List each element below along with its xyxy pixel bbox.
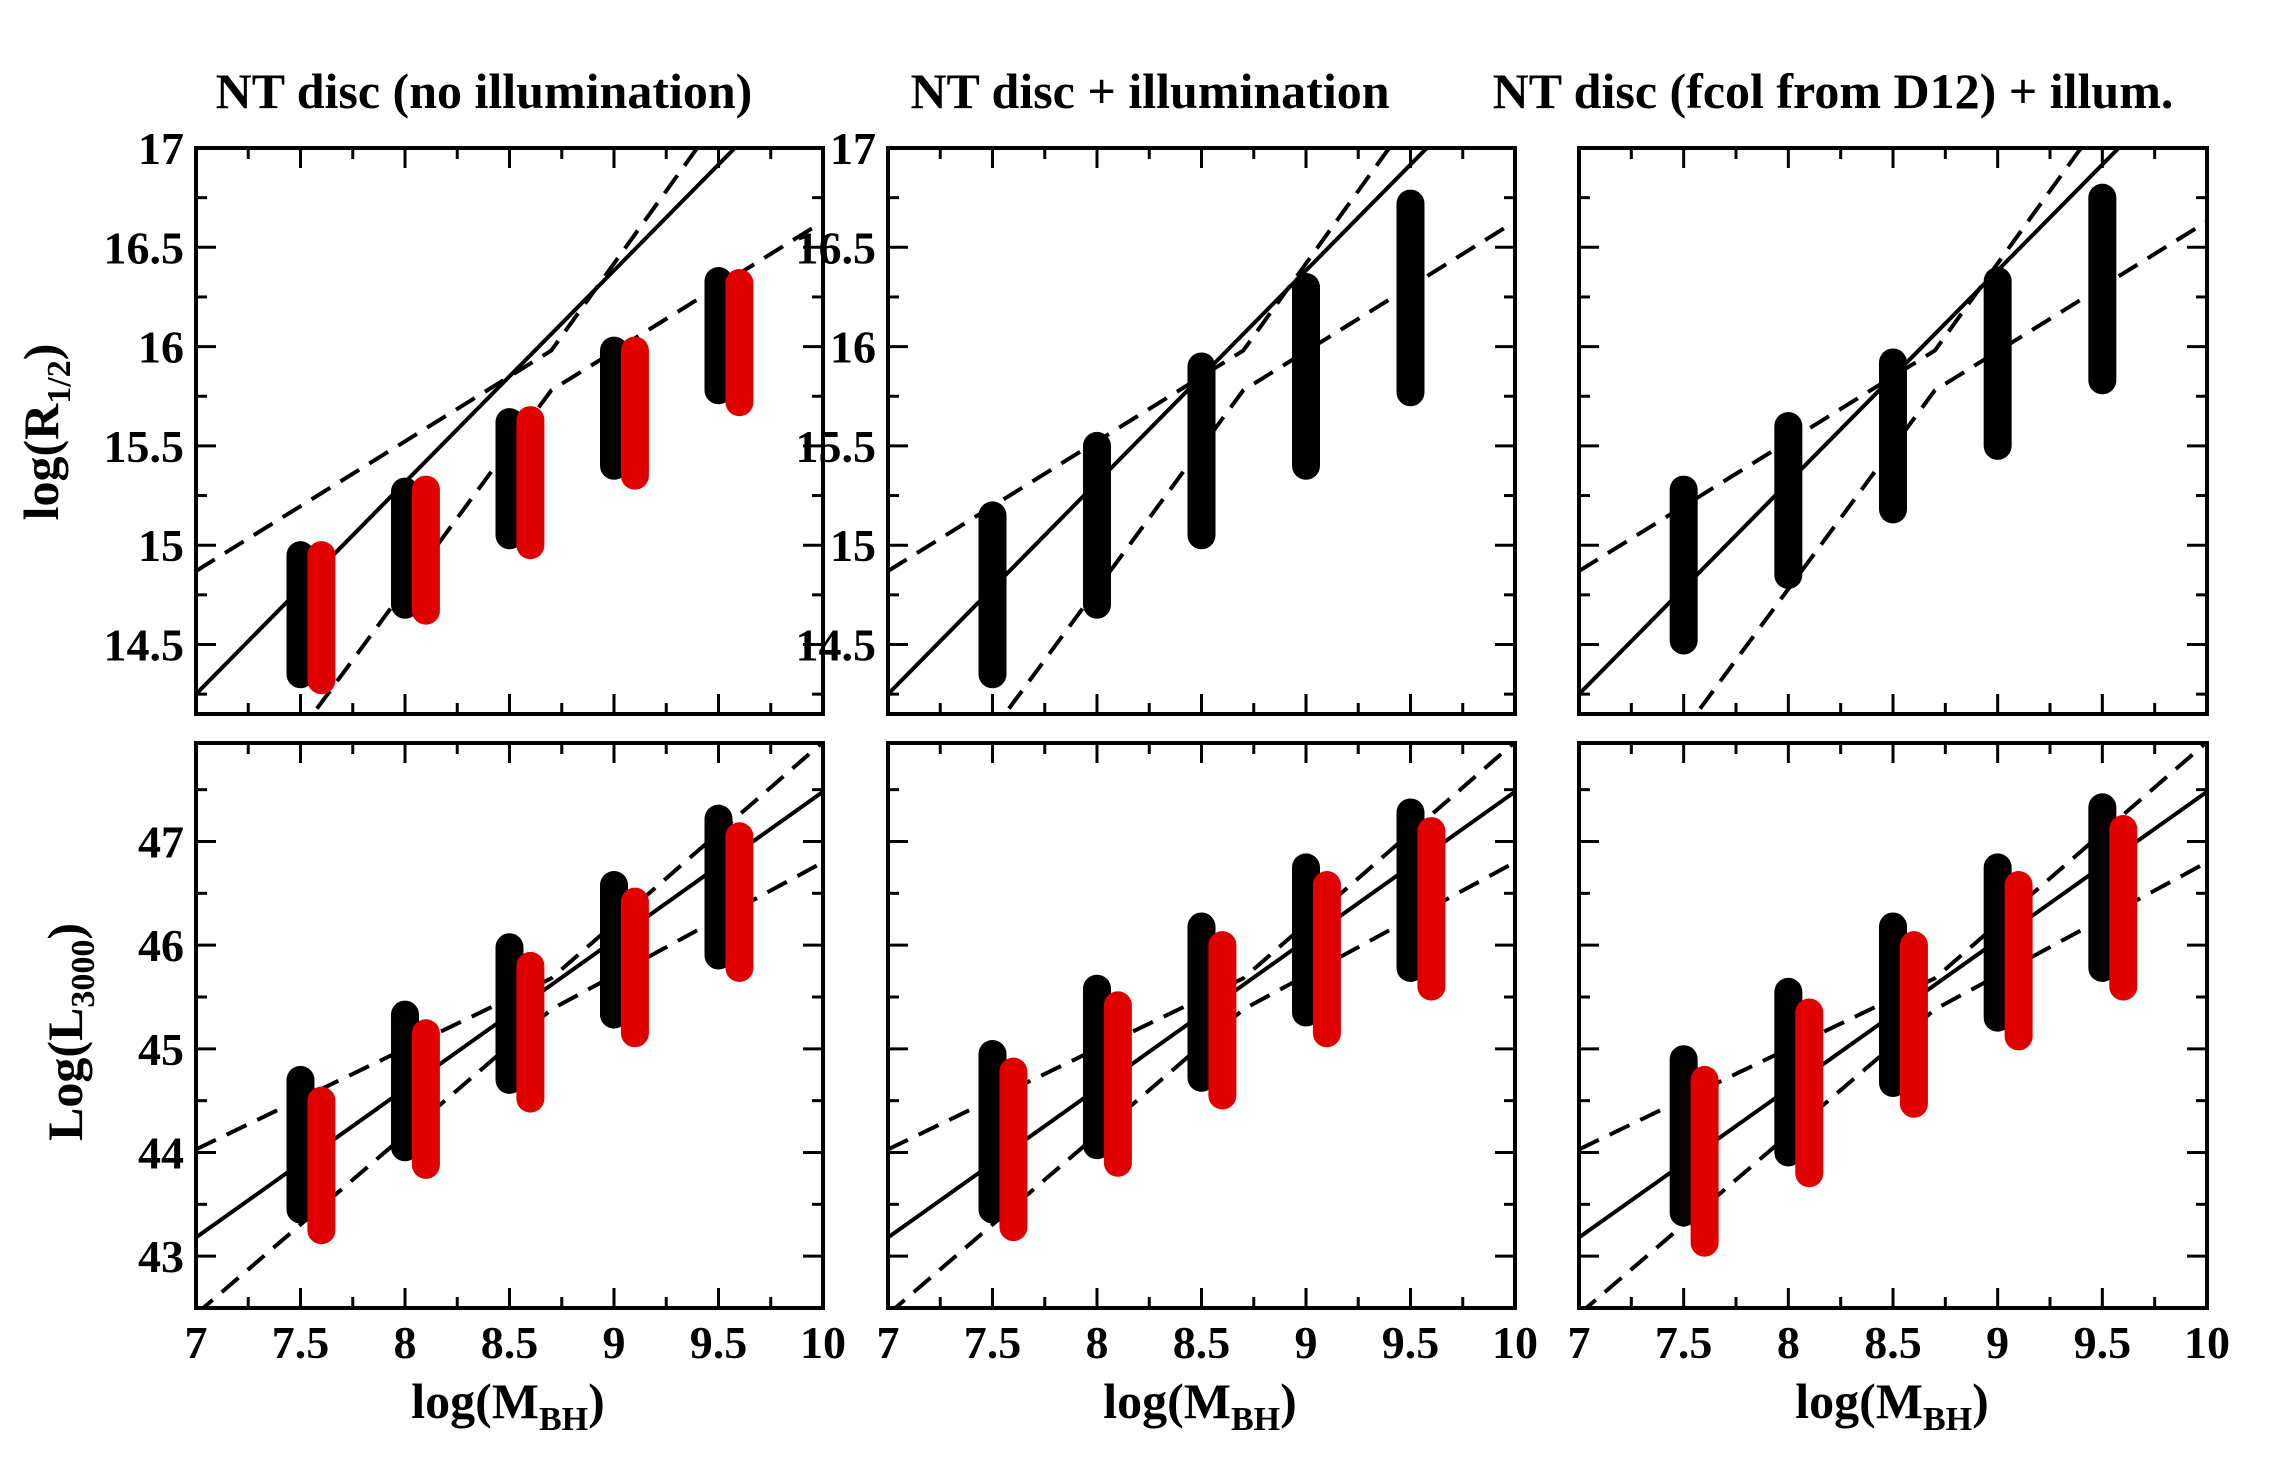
- x-tick-label: 7.5: [964, 1317, 1022, 1368]
- y-ticks: 14.5 15 15.5 16 16.5 17: [104, 123, 823, 696]
- x-tick-label: 9.5: [1382, 1317, 1440, 1368]
- y-ticks: [888, 788, 1515, 1310]
- y-tick-label: 44: [138, 1127, 184, 1178]
- x-ticks: [886, 148, 1517, 714]
- plot-area: [888, 148, 1515, 714]
- plot-area: [196, 148, 823, 714]
- y-tick-label: 47: [138, 816, 184, 867]
- column-title-1: NT disc (no illumination): [216, 63, 753, 119]
- x-tick-label: 7.5: [272, 1317, 330, 1368]
- y-tick-label: 16: [138, 322, 184, 373]
- x-tick-label: 8.5: [1864, 1317, 1922, 1368]
- x-tick-label: 9: [603, 1317, 626, 1368]
- x-tick-label: 8: [1086, 1317, 1109, 1368]
- x-ticks: [1577, 148, 2209, 714]
- plot-area: [1579, 743, 2207, 1308]
- column-title-2: NT disc + illumination: [910, 63, 1389, 119]
- y-tick-label: 17: [138, 123, 184, 174]
- panel-top-right: [1577, 146, 2209, 716]
- x-ticks: 7 7.5 8 8.5 9 9.5 10: [185, 743, 846, 1368]
- fit-band-upper: [1579, 743, 2207, 1152]
- x-tick-label: 9: [1986, 1317, 2009, 1368]
- y-ticks: [1579, 788, 2207, 1310]
- x-tick-label: 8: [394, 1317, 417, 1368]
- x-tick-label: 8.5: [481, 1317, 539, 1368]
- x-axis-labels: log(MBH) log(MBH) log(MBH): [411, 1373, 1989, 1438]
- column-title-3: NT disc (fcol from D12) + illum.: [1493, 63, 2174, 119]
- x-ticks: [194, 148, 825, 714]
- x-ticks: 7 7.5 8 8.5 9 9.5 10: [877, 743, 1538, 1368]
- panel-top-middle: 14.5 15 15.5 16 16.5 17: [796, 123, 1517, 716]
- y-tick-label: 15: [138, 520, 184, 571]
- panel-bottom-left: 7 7.5 8 8.5 9 9.5 10 43 44 45 46 47: [138, 741, 846, 1368]
- y-tick-label: 15.5: [104, 421, 185, 472]
- fit-band-lower: [310, 219, 823, 714]
- x-tick-label: 8: [1777, 1317, 1800, 1368]
- column-titles: NT disc (no illumination) NT disc + illu…: [216, 63, 2174, 119]
- x-tick-label: 7: [1568, 1317, 1591, 1368]
- y-tick-label: 16.5: [796, 222, 877, 273]
- x-tick-label: 10: [2184, 1317, 2230, 1368]
- x-tick-label: 8.5: [1173, 1317, 1231, 1368]
- fit-band-lower: [1002, 219, 1515, 714]
- y-tick-label: 16: [830, 322, 876, 373]
- y-ticks: [1579, 146, 2207, 696]
- x-tick-label: 9.5: [690, 1317, 748, 1368]
- y-tick-label: 16.5: [104, 222, 185, 273]
- x-tick-label: 7.5: [1655, 1317, 1713, 1368]
- y-tick-label: 14.5: [796, 619, 877, 670]
- y-tick-label: 45: [138, 1024, 184, 1075]
- fit-band-upper: [888, 743, 1515, 1152]
- panel-bottom-middle: 7 7.5 8 8.5 9 9.5 10: [877, 741, 1538, 1368]
- x-tick-label: 7: [877, 1317, 900, 1368]
- fit-band-upper: [196, 148, 700, 573]
- x-tick-label: 10: [1492, 1317, 1538, 1368]
- panel-bottom-right: 7 7.5 8 8.5 9 9.5 10: [1568, 741, 2230, 1368]
- fit-band-lower: [1693, 219, 2207, 714]
- plot-area: [888, 743, 1515, 1308]
- x-axis-label-2: log(MBH): [1103, 1373, 1297, 1438]
- y-axis-label-bottom: Log(L3000): [37, 923, 102, 1141]
- y-tick-label: 15: [830, 520, 876, 571]
- x-tick-label: 7: [185, 1317, 208, 1368]
- x-axis-label-3: log(MBH): [1795, 1373, 1989, 1438]
- plot-area: [196, 743, 823, 1308]
- y-tick-label: 43: [138, 1231, 184, 1282]
- y-axis-labels: log(R1/2) Log(L3000): [13, 344, 102, 1141]
- y-ticks: 43 44 45 46 47: [138, 788, 823, 1310]
- y-tick-label: 15.5: [796, 421, 877, 472]
- fit-band-upper: [196, 743, 823, 1152]
- x-tick-label: 9.5: [2074, 1317, 2132, 1368]
- x-tick-label: 9: [1295, 1317, 1318, 1368]
- y-tick-label: 17: [830, 123, 876, 174]
- y-tick-label: 14.5: [104, 619, 185, 670]
- x-axis-label-1: log(MBH): [411, 1373, 605, 1438]
- x-ticks: 7 7.5 8 8.5 9 9.5 10: [1568, 743, 2230, 1368]
- fit-band-upper: [888, 148, 1392, 573]
- panels: 14.5 15 15.5 16 16.5 17 14.5 15 15.5 16 16.5 17 7 7.5…: [104, 123, 2231, 1368]
- x-tick-label: 10: [800, 1317, 846, 1368]
- y-ticks: 14.5 15 15.5 16 16.5 17: [796, 123, 1515, 696]
- panel-top-left: 14.5 15 15.5 16 16.5 17: [104, 123, 825, 716]
- y-tick-label: 46: [138, 920, 184, 971]
- y-axis-label-top: log(R1/2): [13, 344, 78, 521]
